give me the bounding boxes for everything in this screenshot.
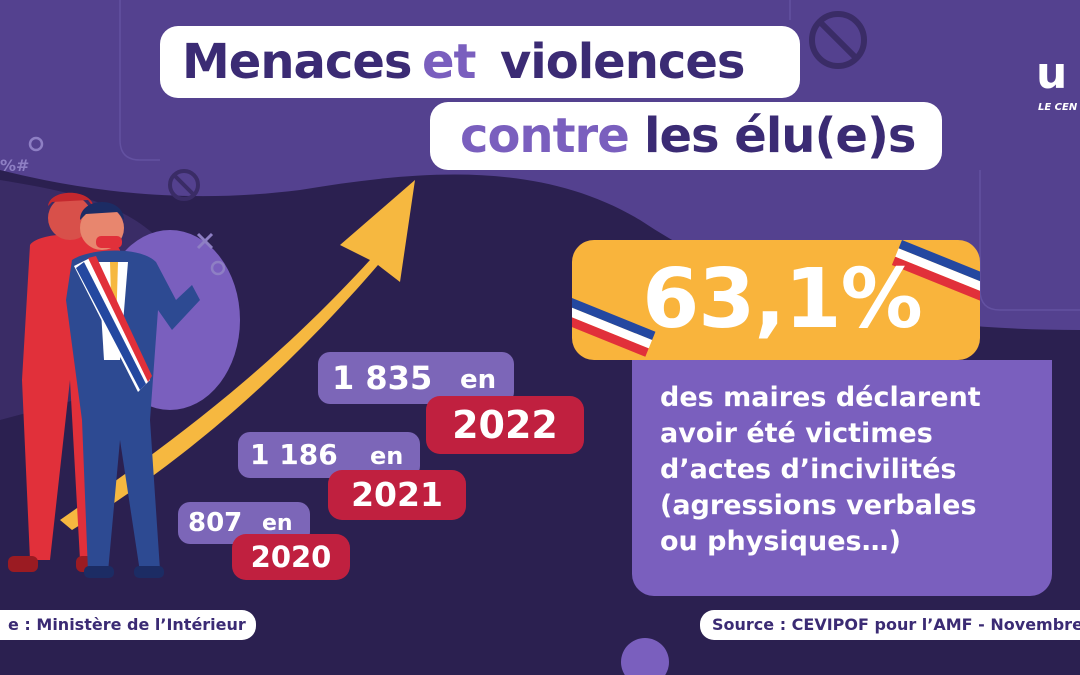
brand-logo: u LE CEN [1036,48,1077,114]
description-line: avoir été victimes [660,418,933,449]
description-line: des maires déclarent [660,382,981,413]
no-entry-icon [168,169,200,201]
description-line: d’actes d’incivilités [660,454,957,485]
stat-2020-count-pill: 807 en [178,502,310,544]
stat-2020-count: 807 [188,508,243,538]
percentage-value: 63,1% [642,252,922,347]
stat-2021-connector: en [370,442,404,470]
close-icon [196,232,214,250]
mayor-figure [66,202,200,578]
percentage-box: 63,1% [572,240,980,360]
title-word-contre: contre [460,108,630,164]
stat-2022-connector: en [460,365,497,395]
title-word-les-elus: les élu(e)s [644,108,916,164]
title-word-et: et [422,34,476,90]
stat-2020-year-pill: 2020 [232,534,350,580]
title-word-menaces: Menaces [182,34,412,90]
stat-2022-count-pill: 1 835 en [318,352,514,404]
stat-2020-connector: en [262,511,293,536]
stat-2022-year-pill: 2022 [426,396,584,454]
source-right: Source : CEVIPOF pour l’AMF - Novembre 2 [700,610,1080,640]
stat-2021-year: 2021 [351,475,443,514]
highlight-panel [632,360,1052,596]
grid-lines [119,0,1080,311]
stat-2021-year-pill: 2021 [328,470,466,520]
description-line: ou physiques…) [660,526,901,557]
decor-circle [621,638,669,675]
no-entry-icon [809,11,867,69]
title-line-1-box: Menaces et violences [160,26,800,98]
growth-arrow [60,180,415,530]
tricolor-ribbons [572,240,980,357]
source-left: e : Ministère de l’Intérieur [0,610,256,640]
highlight-description: des maires déclarent avoir été victimes … [660,380,1060,560]
decor-ring-icon [28,136,44,152]
decor-ring-icon [210,260,226,276]
stat-2022-year: 2022 [452,403,558,447]
stat-2022-count: 1 835 [332,359,433,397]
title-line-2-box: contre les élu(e)s [430,102,942,170]
logo-mark: u [1036,48,1068,99]
title-word-violences: violences [500,34,745,90]
stat-2020-year: 2020 [250,540,332,574]
logo-subtitle: LE CEN [1038,102,1078,113]
decor-glyph: %# [0,156,30,175]
description-line: (agressions verbales [660,490,977,521]
stat-2021-count: 1 186 [250,438,338,471]
